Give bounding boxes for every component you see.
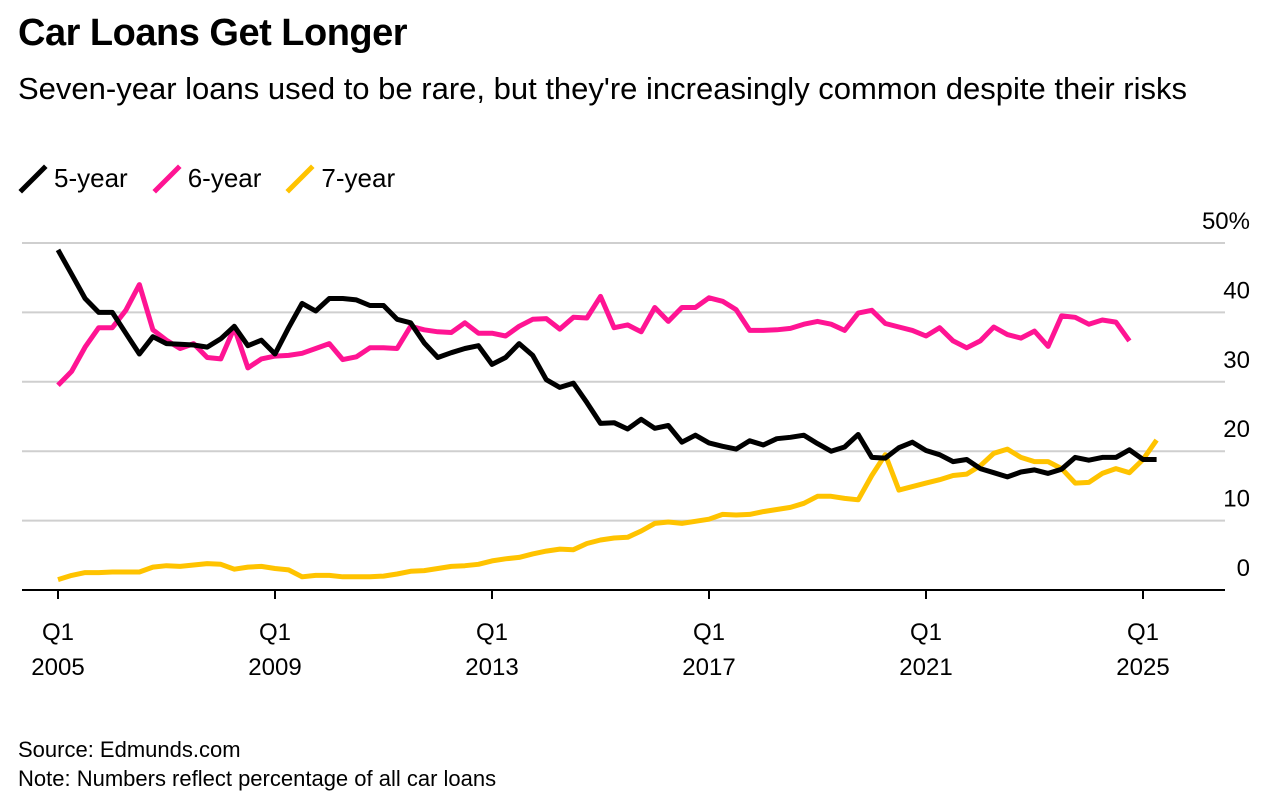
x-tick-label: 2017 [682,654,735,681]
legend-swatch-5-year [18,163,48,194]
legend-label-7-year: 7-year [321,163,396,193]
legend-item-5-year: 5-year [18,163,128,194]
y-tick-label: 30 [1223,347,1250,374]
x-tick-label: Q1 [259,619,291,646]
source-note: Source: Edmunds.com [18,737,241,762]
x-tick-label: Q1 [476,619,508,646]
x-tick-label: 2005 [31,654,84,681]
legend-swatch-7-year [285,163,315,194]
y-tick-label: 0 [1237,555,1250,582]
legend-item-7-year: 7-year [285,163,395,194]
legend-label-6-year: 6-year [187,163,262,193]
legend-swatch-6-year [152,163,182,194]
legend-label-5-year: 5-year [54,163,128,193]
x-tick-label: Q1 [910,619,942,646]
x-tick-label: Q1 [42,619,74,646]
x-tick-label: Q1 [1127,619,1159,646]
x-tick-label: 2025 [1116,654,1169,681]
series-line-5-year [55,248,1157,480]
y-tick-label: 40 [1223,277,1250,304]
legend: 5-year 6-year 7-year [18,163,419,194]
x-tick-label: 2009 [248,654,301,681]
series-line-6-year [56,282,1132,388]
y-tick-label: 20 [1223,416,1250,443]
x-tick-label: 2021 [899,654,952,681]
y-tick-label: 50% [1202,208,1250,235]
x-tick-label: Q1 [693,619,725,646]
chart-subtitle: Seven-year loans used to be rare, but th… [18,71,1187,106]
footnote: Note: Numbers reflect percentage of all … [18,766,497,791]
legend-item-6-year: 6-year [152,163,262,194]
series-line-7-year [57,438,1159,582]
x-tick-label: 2013 [465,654,518,681]
chart-title: Car Loans Get Longer [18,12,408,54]
y-tick-label: 10 [1223,486,1250,513]
